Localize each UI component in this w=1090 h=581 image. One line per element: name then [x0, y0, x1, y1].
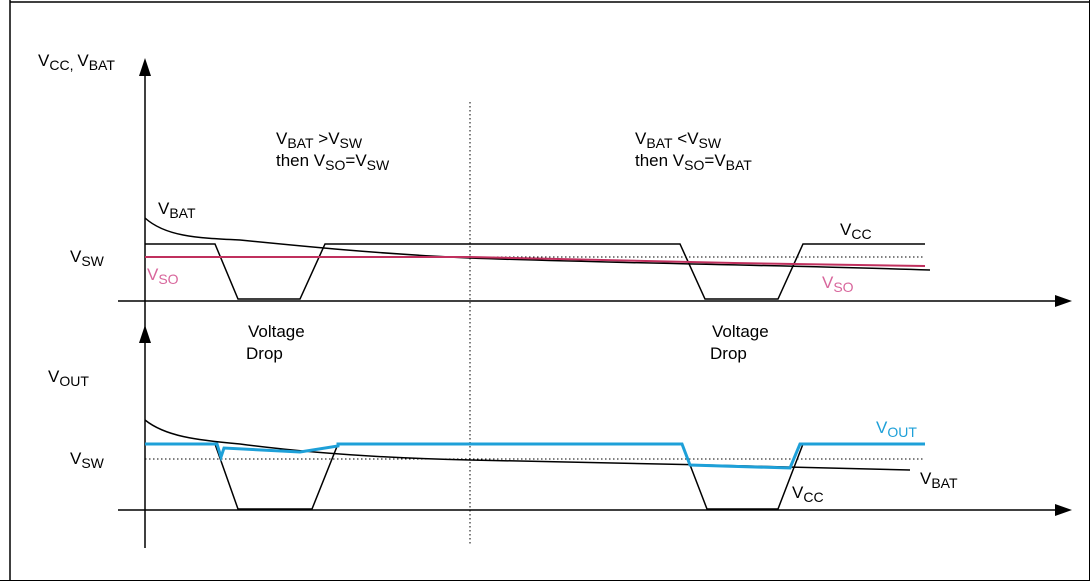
vbat-label-bottom: VBAT	[920, 469, 958, 491]
annotation-left: VBAT >VSW then VSO=VSW	[276, 129, 390, 173]
y-axis-label-bottom: VOUT	[48, 367, 89, 389]
y-axis-arrow-bottom	[139, 325, 151, 343]
y-axis-arrow-top	[139, 58, 151, 76]
voltage-drop-left-line2: Drop	[246, 344, 283, 363]
vso-trace	[145, 256, 926, 267]
vbat-trace-top	[144, 217, 931, 271]
x-axis-bottom-arrow	[1055, 504, 1072, 516]
vcc-trace-top	[145, 243, 925, 300]
x-axis-top-arrow	[1055, 295, 1072, 307]
vcc-label-bottom: VCC	[792, 483, 824, 505]
voltage-drop-right-line1: Voltage	[712, 322, 769, 341]
annotation-right: VBAT <VSW then VSO=VBAT	[635, 129, 752, 173]
vso-label-left: VSO	[147, 265, 179, 287]
voltage-drop-left-line1: Voltage	[248, 322, 305, 341]
vsw-label-bottom: VSW	[70, 449, 104, 471]
vso-label-right: VSO	[822, 273, 854, 295]
vsw-label-top: VSW	[70, 247, 104, 269]
y-axis-label-top: VCC, VBAT	[38, 51, 115, 73]
vcc-label-top: VCC	[840, 220, 872, 242]
vout-label: VOUT	[876, 418, 917, 440]
vbat-label-top: VBAT	[158, 199, 196, 221]
voltage-drop-right-line2: Drop	[710, 344, 747, 363]
vout-trace	[145, 442, 925, 470]
